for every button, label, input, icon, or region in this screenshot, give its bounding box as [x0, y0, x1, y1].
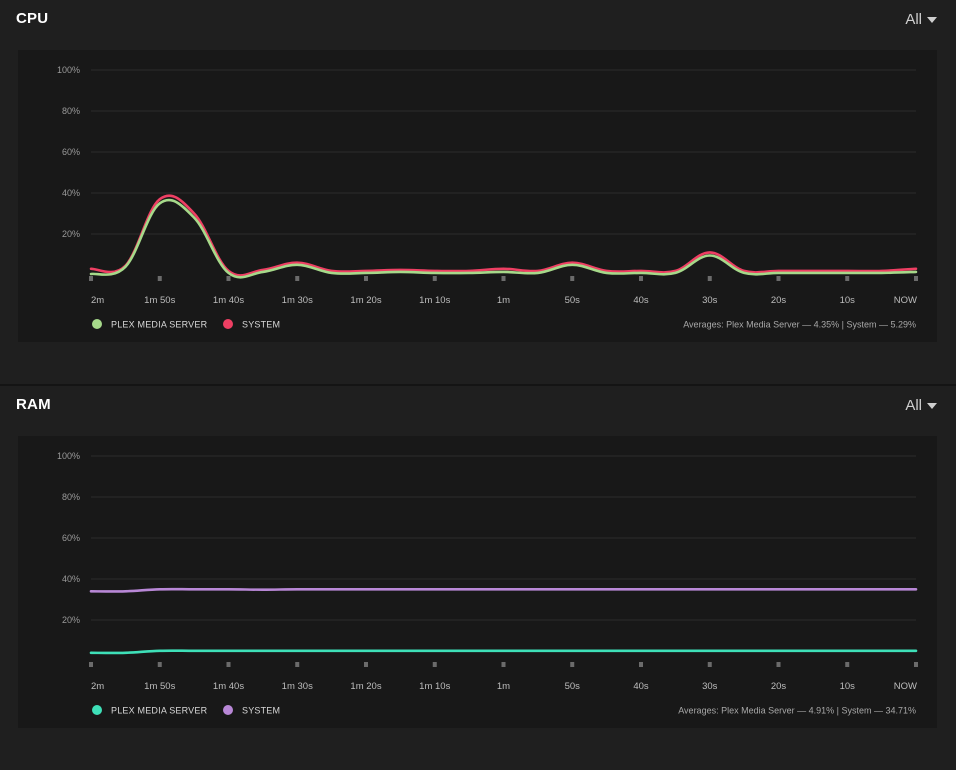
- x-tick-mark: [776, 662, 781, 667]
- x-tick-label: 50s: [565, 295, 581, 306]
- series-line-plex-media-server: [89, 649, 918, 655]
- series-line-system: [89, 194, 918, 277]
- y-tick-label: 40%: [62, 574, 80, 584]
- cpu-section: CPU All 100% 80% 60% 40% 20% 2m 1m 50s 1m 40s 1m…: [0, 0, 956, 384]
- y-tick-label: 100%: [57, 451, 80, 461]
- series-line-system: [89, 587, 918, 593]
- x-tick-label: 50s: [565, 681, 581, 692]
- y-tick-label: 60%: [62, 533, 80, 543]
- legend-dot-system: [223, 705, 233, 715]
- x-tick-mark: [432, 662, 437, 667]
- legend-label-plex-media-server: PLEX MEDIA SERVER: [111, 320, 208, 330]
- x-tick-mark: [89, 662, 93, 667]
- x-tick-label: 1m 30s: [282, 295, 313, 306]
- cpu-title: CPU: [16, 10, 49, 27]
- x-tick-label: 20s: [771, 681, 787, 692]
- x-tick-label: 10s: [840, 681, 856, 692]
- x-tick-mark: [157, 276, 162, 281]
- x-tick-label: 1m 40s: [213, 681, 244, 692]
- x-tick-mark: [432, 276, 437, 281]
- ram-range-dropdown[interactable]: All: [905, 397, 937, 414]
- x-tick-label: 10s: [840, 295, 856, 306]
- y-tick-label: 20%: [62, 615, 80, 625]
- y-tick-label: 40%: [62, 188, 80, 198]
- x-tick-label: 30s: [702, 295, 718, 306]
- section-divider: [0, 384, 956, 386]
- x-tick-label: 1m 50s: [144, 295, 175, 306]
- x-tick-label: 1m 20s: [350, 681, 381, 692]
- x-tick-mark: [776, 276, 781, 281]
- legend-label-plex-media-server: PLEX MEDIA SERVER: [111, 706, 208, 716]
- x-tick-label: 1m 40s: [213, 295, 244, 306]
- x-tick-label: 40s: [633, 295, 649, 306]
- x-tick-mark: [364, 276, 368, 281]
- y-tick-label: 20%: [62, 229, 80, 239]
- x-tick-mark: [570, 276, 575, 281]
- x-tick-label: 1m: [497, 295, 510, 306]
- x-tick-mark: [295, 662, 300, 667]
- chevron-down-icon: [927, 402, 937, 409]
- cpu-range-label: All: [905, 11, 922, 28]
- legend-dot-plex-media-server: [92, 705, 102, 715]
- ram-range-label: All: [905, 397, 922, 414]
- ram-chart-panel: 100% 80% 60% 40% 20% 2m 1m 50s 1m 40s 1m 30s 1m 2…: [18, 436, 937, 728]
- x-tick-mark: [914, 662, 918, 667]
- y-tick-label: 100%: [57, 65, 80, 75]
- x-tick-label: 2m: [91, 295, 104, 306]
- legend-label-system: SYSTEM: [242, 706, 280, 716]
- averages-text: Averages: Plex Media Server — 4.91% | Sy…: [678, 706, 916, 716]
- series-line-plex-media-server: [89, 198, 918, 279]
- x-tick-mark: [89, 276, 93, 281]
- x-tick-mark: [364, 662, 368, 667]
- x-tick-label: 2m: [91, 681, 104, 692]
- x-tick-label: 40s: [633, 681, 649, 692]
- x-tick-mark: [639, 276, 643, 281]
- x-tick-mark: [570, 662, 575, 667]
- legend-dot-plex-media-server: [92, 319, 102, 329]
- x-tick-label: NOW: [894, 295, 917, 306]
- ram-section: RAM All 100% 80% 60% 40% 20% 2m 1m 50s 1m 40s 1m…: [0, 386, 956, 770]
- x-tick-mark: [501, 662, 506, 667]
- x-tick-mark: [226, 276, 231, 281]
- cpu-chart-panel: 100% 80% 60% 40% 20% 2m 1m 50s 1m 40s 1m 30s 1m 2…: [18, 50, 937, 342]
- x-tick-mark: [639, 662, 643, 667]
- x-tick-label: 1m 30s: [282, 681, 313, 692]
- y-tick-label: 60%: [62, 147, 80, 157]
- cpu-chart: 100% 80% 60% 40% 20% 2m 1m 50s 1m 40s 1m 30s 1m 2…: [57, 65, 918, 330]
- x-tick-label: 30s: [702, 681, 718, 692]
- x-tick-label: 1m 10s: [419, 295, 450, 306]
- x-tick-label: 1m 10s: [419, 681, 450, 692]
- x-tick-mark: [914, 276, 918, 281]
- averages-text: Averages: Plex Media Server — 4.35% | Sy…: [683, 320, 916, 330]
- x-tick-label: 1m: [497, 681, 510, 692]
- x-tick-label: 1m 50s: [144, 681, 175, 692]
- x-tick-mark: [707, 276, 712, 281]
- x-tick-mark: [501, 276, 506, 281]
- x-tick-mark: [845, 276, 850, 281]
- x-tick-mark: [226, 662, 231, 667]
- x-tick-mark: [845, 662, 850, 667]
- chevron-down-icon: [927, 16, 937, 23]
- x-tick-label: 20s: [771, 295, 787, 306]
- legend-label-system: SYSTEM: [242, 320, 280, 330]
- ram-title: RAM: [16, 396, 51, 413]
- y-tick-label: 80%: [62, 106, 80, 116]
- x-tick-mark: [157, 662, 162, 667]
- x-tick-label: NOW: [894, 681, 917, 692]
- x-tick-label: 1m 20s: [350, 295, 381, 306]
- ram-chart: 100% 80% 60% 40% 20% 2m 1m 50s 1m 40s 1m 30s 1m 2…: [57, 451, 918, 716]
- x-tick-mark: [295, 276, 300, 281]
- y-tick-label: 80%: [62, 492, 80, 502]
- legend-dot-system: [223, 319, 233, 329]
- x-tick-mark: [707, 662, 712, 667]
- cpu-range-dropdown[interactable]: All: [905, 11, 937, 28]
